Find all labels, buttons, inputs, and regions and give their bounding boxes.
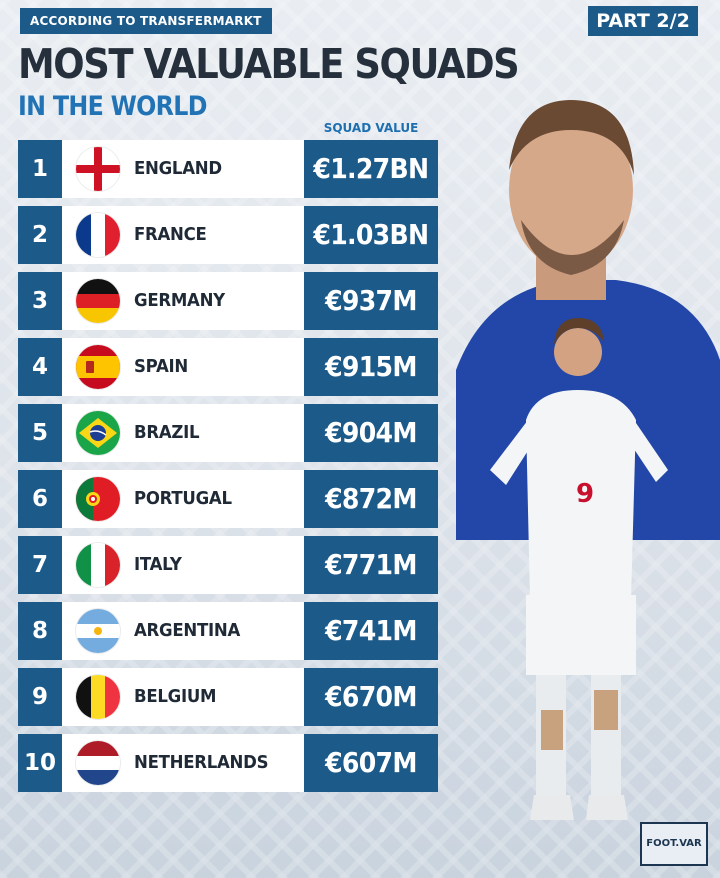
table-row: 4 SPAIN €915M [18,338,438,396]
country-cell: ITALY [62,536,304,594]
rank-number: 10 [18,734,62,792]
country-name: SPAIN [134,356,189,377]
country-name: ITALY [134,554,182,575]
rank-number: 6 [18,470,62,528]
country-name: FRANCE [134,224,207,245]
squad-value: €1.27BN [304,140,438,198]
country-cell: PORTUGAL [62,470,304,528]
squad-value: €1.03BN [304,206,438,264]
squad-value: €670M [304,668,438,726]
rank-number: 3 [18,272,62,330]
country-name: BELGIUM [134,686,217,707]
country-cell: ENGLAND [62,140,304,198]
country-cell: BRAZIL [62,404,304,462]
table-row: 2 FRANCE €1.03BN [18,206,438,264]
svg-text:9: 9 [576,479,594,509]
squad-value: €904M [304,404,438,462]
table-row: 10 NETHERLANDS €607M [18,734,438,792]
country-cell: GERMANY [62,272,304,330]
country-cell: BELGIUM [62,668,304,726]
squad-value-header: SQUAD VALUE [323,121,419,135]
rank-number: 1 [18,140,62,198]
squad-value: €741M [304,602,438,660]
country-cell: NETHERLANDS [62,734,304,792]
part-badge: PART 2/2 [588,6,698,36]
portugal-flag-icon [76,477,120,521]
france-flag-icon [76,213,120,257]
table-row: 6 PORTUGAL €872M [18,470,438,528]
netherlands-flag-icon [76,741,120,785]
italy-flag-icon [76,543,120,587]
country-cell: SPAIN [62,338,304,396]
squad-value: €937M [304,272,438,330]
rank-number: 2 [18,206,62,264]
squad-value: €872M [304,470,438,528]
country-name: ENGLAND [134,158,222,179]
brand-logo: FOOT.VAR [640,822,708,866]
country-name: PORTUGAL [134,488,232,509]
country-name: GERMANY [134,290,225,311]
rank-number: 5 [18,404,62,462]
rank-number: 4 [18,338,62,396]
table-row: 8 ARGENTINA €741M [18,602,438,660]
rank-number: 7 [18,536,62,594]
squad-value: €771M [304,536,438,594]
rank-number: 8 [18,602,62,660]
country-name: NETHERLANDS [134,752,269,773]
source-badge: ACCORDING TO TRANSFERMARKT [20,8,272,34]
page-subtitle: IN THE WORLD [18,91,207,122]
england-flag-icon [76,147,120,191]
squad-value: €607M [304,734,438,792]
table-row: 7 ITALY €771M [18,536,438,594]
spain-flag-icon [76,345,120,389]
squad-value: €915M [304,338,438,396]
country-cell: FRANCE [62,206,304,264]
brazil-flag-icon [76,411,120,455]
page-title: MOST VALUABLE SQUADS [18,40,520,88]
table-row: 3 GERMANY €937M [18,272,438,330]
player-photo: 9 [446,90,720,850]
table-row: 5 BRAZIL €904M [18,404,438,462]
rank-number: 9 [18,668,62,726]
country-cell: ARGENTINA [62,602,304,660]
argentina-flag-icon [76,609,120,653]
belgium-flag-icon [76,675,120,719]
table-row: 1 ENGLAND €1.27BN [18,140,438,198]
country-name: BRAZIL [134,422,200,443]
table-row: 9 BELGIUM €670M [18,668,438,726]
country-name: ARGENTINA [134,620,240,641]
germany-flag-icon [76,279,120,323]
